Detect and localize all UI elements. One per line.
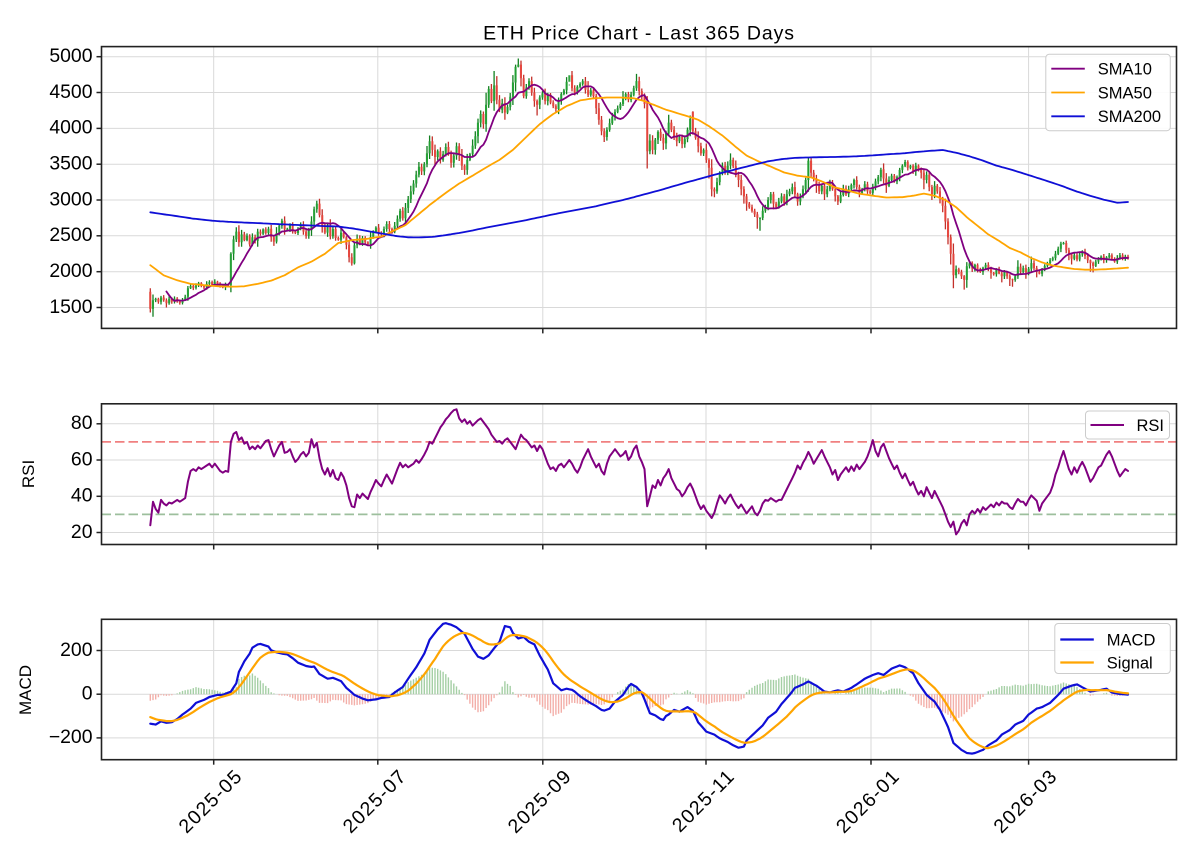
svg-text:1500: 1500	[49, 296, 92, 318]
svg-text:MACD: MACD	[1107, 631, 1156, 649]
svg-text:20: 20	[71, 521, 93, 543]
svg-text:80: 80	[71, 412, 93, 434]
svg-text:60: 60	[71, 448, 93, 470]
svg-text:5000: 5000	[49, 45, 92, 67]
svg-text:SMA200: SMA200	[1098, 108, 1161, 126]
svg-text:200: 200	[60, 639, 93, 661]
svg-text:−200: −200	[49, 726, 93, 748]
svg-text:4500: 4500	[49, 81, 92, 103]
svg-text:2000: 2000	[49, 260, 92, 282]
svg-text:2500: 2500	[49, 224, 92, 246]
svg-text:3000: 3000	[49, 188, 92, 210]
svg-text:SMA50: SMA50	[1098, 84, 1152, 102]
svg-text:RSI: RSI	[1137, 417, 1165, 435]
svg-text:4000: 4000	[49, 117, 92, 139]
svg-text:RSI: RSI	[19, 460, 38, 488]
svg-text:40: 40	[71, 485, 93, 507]
svg-text:MACD: MACD	[16, 665, 35, 715]
svg-text:ETH Price Chart - Last 365 Day: ETH Price Chart - Last 365 Days	[483, 23, 795, 45]
svg-text:3500: 3500	[49, 153, 92, 175]
svg-text:0: 0	[82, 683, 93, 705]
svg-text:Signal: Signal	[1107, 654, 1153, 672]
svg-text:SMA10: SMA10	[1098, 61, 1152, 79]
